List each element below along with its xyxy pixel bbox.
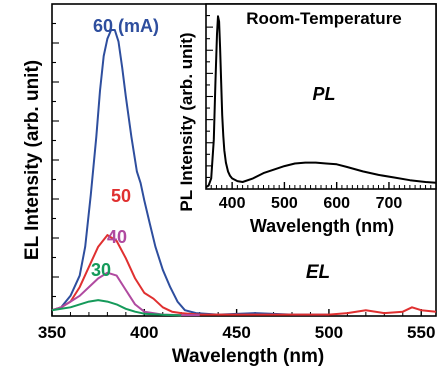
main-series-group bbox=[51, 29, 437, 317]
series-label-50: 50 bbox=[111, 186, 131, 206]
series-line-0-0 bbox=[51, 29, 329, 316]
x-tick-label: 400 bbox=[130, 323, 158, 342]
inset-title: Room-Temperature bbox=[246, 9, 402, 28]
x-tick-label: 450 bbox=[222, 323, 250, 342]
inset-x-axis-label: Wavelength (nm) bbox=[250, 216, 394, 236]
series-label-60ma: 60 (mA) bbox=[93, 16, 159, 36]
main-y-axis-label: EL Intensity (arb. unit) bbox=[22, 60, 43, 260]
inset-background bbox=[206, 4, 436, 189]
series-line-0-1 bbox=[51, 234, 437, 316]
el-annotation: EL bbox=[306, 262, 330, 283]
x-tick-label: 350 bbox=[38, 323, 66, 342]
inset-series-group bbox=[205, 15, 437, 189]
x-tick-label: 500 bbox=[315, 323, 343, 342]
inset-y-axis-label: PL Intensity (arb. unit) bbox=[177, 32, 196, 211]
inset-x-ticks: 400 500 600 700 bbox=[205, 182, 437, 212]
main-x-axis-label: Wavelength (nm) bbox=[172, 346, 324, 367]
pl-annotation: PL bbox=[312, 84, 335, 104]
x-tick-label: 550 bbox=[407, 323, 435, 342]
inset-y-ticks bbox=[206, 15, 213, 178]
series-label-30: 30 bbox=[91, 260, 111, 280]
series-line-1-0 bbox=[205, 15, 437, 189]
x-tick-label: 700 bbox=[376, 195, 403, 212]
x-tick-label: 400 bbox=[219, 195, 246, 212]
x-tick-label: 600 bbox=[323, 195, 350, 212]
series-label-40: 40 bbox=[107, 227, 127, 247]
main-y-ticks bbox=[52, 22, 59, 298]
series-line-0-3 bbox=[51, 299, 182, 317]
x-tick-label: 500 bbox=[271, 195, 298, 212]
